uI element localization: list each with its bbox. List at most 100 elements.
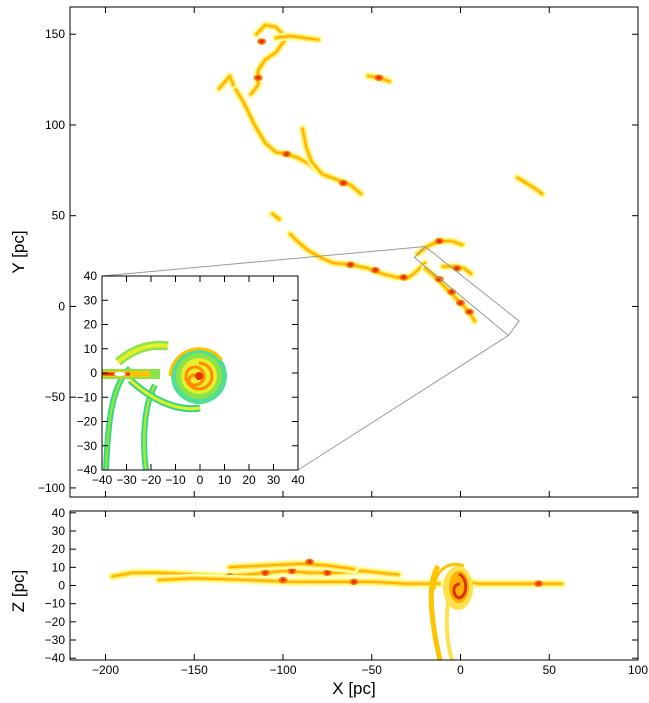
xz-filament-core [157, 577, 441, 585]
inset-ytick-label: 40 [84, 269, 98, 283]
bottom-ytick-label: 40 [52, 506, 66, 520]
inset-vortex-structure [102, 340, 227, 470]
xy-filament [268, 209, 284, 224]
inset-xtick-label: 10 [218, 473, 232, 487]
inset-bar-hole [114, 372, 126, 376]
inset-ytick-label: 30 [84, 293, 98, 307]
xz-density-core [289, 569, 295, 573]
xy-filament [286, 229, 429, 282]
bottom-ytick-label: −40 [45, 651, 66, 665]
bottom-ytick-label: −10 [45, 597, 66, 611]
main-ytick-label: 150 [45, 27, 65, 41]
bottom-xtick-label: −50 [362, 663, 383, 677]
xy-density-core [373, 268, 378, 272]
inset-ytick-label: −10 [77, 390, 98, 404]
xz-filament [154, 573, 444, 589]
main-ytick-label: 100 [45, 118, 65, 132]
inset-xtick-label: 0 [197, 473, 204, 487]
inset-xtick-label: −30 [116, 473, 137, 487]
inset-xtick-label: 20 [242, 473, 256, 487]
inset-ytick-label: −30 [77, 439, 98, 453]
main-y-axis-label: Y [pc] [9, 230, 28, 273]
xz-density-core [325, 571, 330, 575]
xy-filament [229, 81, 319, 173]
xz-density-core [307, 560, 312, 564]
bottom-xtick-label: 100 [628, 663, 648, 677]
xy-density-core [449, 290, 454, 294]
bottom-xtick-label: 0 [457, 663, 464, 677]
bottom-ytick-label: 0 [58, 579, 65, 593]
bottom-vortex [428, 562, 473, 660]
xy-filament-core [232, 84, 316, 170]
bottom-xtick-label: −200 [92, 663, 119, 677]
xy-density-core [458, 301, 463, 305]
inset-xtick-label: −40 [92, 473, 113, 487]
inset-vortex-core [195, 372, 203, 380]
xz-density-core [351, 580, 357, 584]
main-ytick-label: −50 [45, 390, 66, 404]
zoom-guide-line [101, 246, 426, 277]
inset-ytick-label: 0 [90, 366, 97, 380]
main-xy-filaments [215, 21, 547, 325]
xy-filament-core [301, 127, 363, 195]
bottom-xz-filaments [108, 558, 567, 589]
xy-density-core [454, 266, 460, 271]
bottom-ytick-label: 20 [52, 542, 66, 556]
xy-filament [513, 173, 547, 198]
main-ytick-label: −100 [38, 481, 65, 495]
inset-ytick-label: −40 [77, 463, 98, 477]
main-ytick-label: 50 [52, 209, 66, 223]
bottom-xtick-label: 50 [543, 663, 557, 677]
xy-filament-core [274, 35, 320, 41]
inset-xtick-label: 30 [267, 473, 281, 487]
xy-density-core [259, 39, 264, 44]
xy-filament [215, 72, 238, 93]
xy-density-core [341, 181, 346, 185]
bottom-ytick-label: −20 [45, 615, 66, 629]
bottom-stream-left [428, 564, 443, 660]
bottom-ytick-label: 10 [52, 560, 66, 574]
main-ytick-label: 0 [58, 299, 65, 313]
xy-filament [413, 237, 467, 258]
xz-density-core [536, 581, 541, 586]
xy-filament-core [289, 232, 426, 279]
zoom-box [101, 245, 520, 471]
inset-ytick-label: 20 [84, 318, 98, 332]
bottom-xtick-label: −100 [269, 663, 296, 677]
x-axis-label: X [pc] [332, 679, 375, 698]
xz-filament [225, 558, 359, 574]
xz-density-core [263, 571, 268, 575]
xz-filament-core [228, 562, 355, 571]
xy-filament [364, 72, 394, 86]
inset-xtick-label: −10 [165, 473, 186, 487]
xy-density-core [284, 152, 289, 156]
main-xy-frame [69, 6, 639, 498]
inset-xtick-label: −20 [141, 473, 162, 487]
xz-density-core [280, 578, 286, 582]
xy-filament [271, 32, 323, 44]
inset-ytick-label: 10 [84, 342, 98, 356]
xy-filament [247, 21, 291, 99]
xy-filament-core [218, 75, 235, 90]
xy-density-core [401, 275, 406, 280]
bottom-ytick-label: 30 [52, 524, 66, 538]
inset-stream-right-inner [142, 384, 157, 470]
inset-arm-lower-core [128, 378, 201, 411]
xy-density-core [467, 310, 472, 314]
xy-filament [298, 124, 366, 198]
inset-vortex-spiral [184, 361, 214, 391]
inset-vortex-shell [168, 347, 224, 377]
bottom-z-axis-label: Z [pc] [9, 570, 28, 613]
xy-density-core [255, 76, 261, 80]
xy-filament-core [516, 176, 544, 195]
bottom-vortex-shell [432, 562, 465, 591]
bottom-ytick-label: −30 [45, 633, 66, 647]
xy-filament-core [271, 212, 281, 221]
xy-density-core [376, 76, 382, 80]
